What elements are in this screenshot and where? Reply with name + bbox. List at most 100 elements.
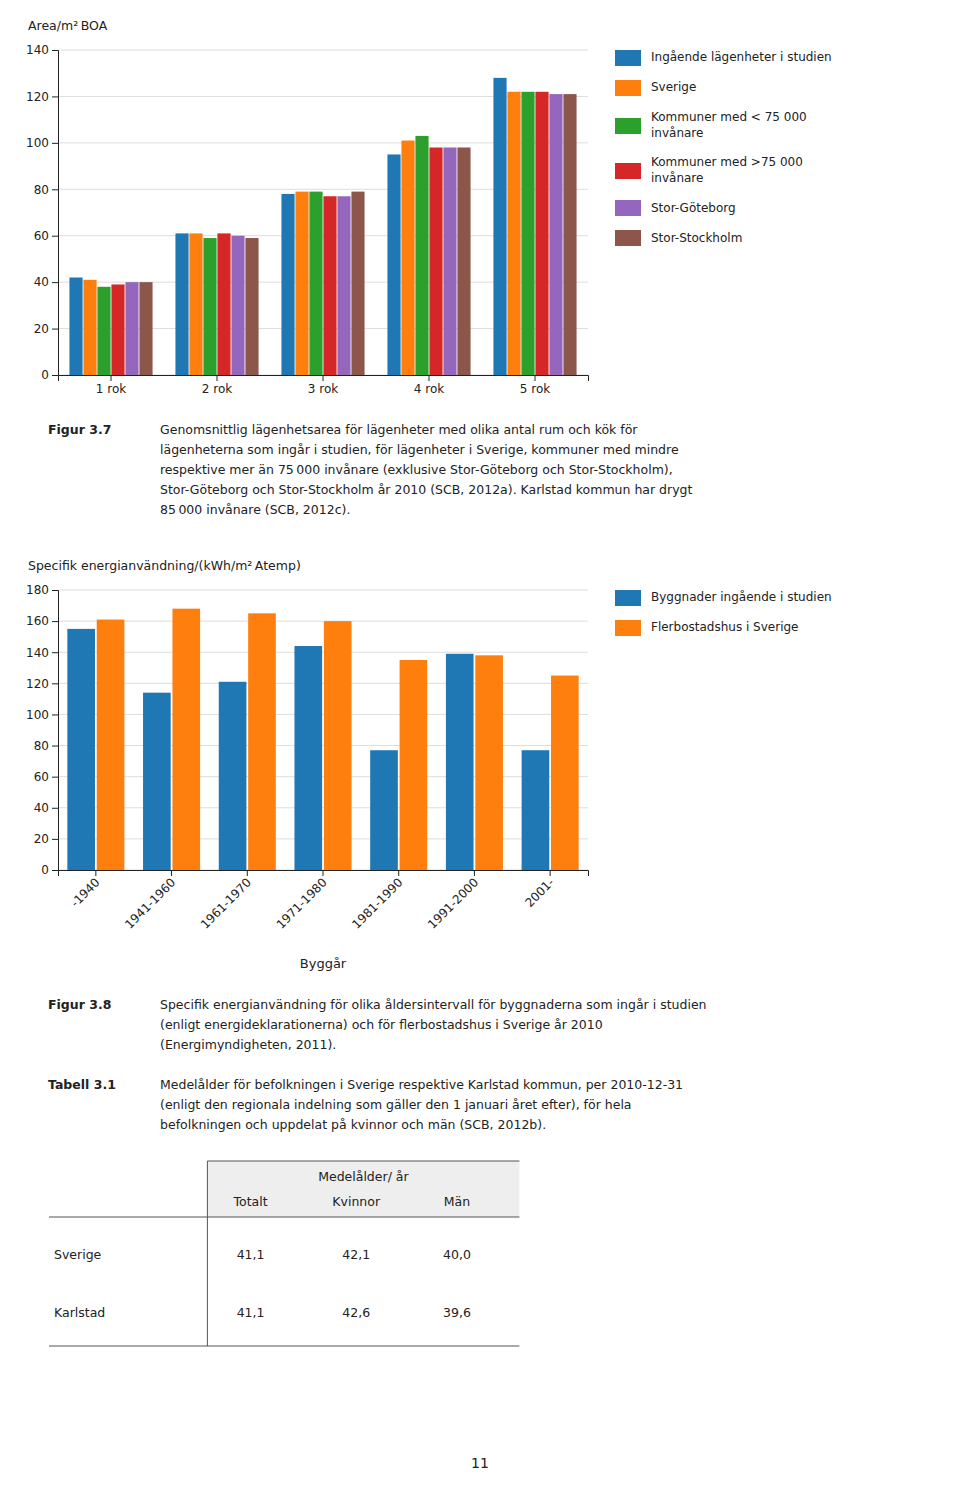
table-header-group: Medelålder/ år — [318, 1169, 409, 1184]
axis-line — [52, 591, 59, 871]
series — [139, 94, 576, 375]
tick-mark — [398, 870, 399, 876]
bar — [446, 654, 474, 870]
grid-line — [58, 652, 588, 653]
tick-mark — [52, 683, 58, 684]
y-tick: 120 — [26, 677, 58, 691]
tick-mark — [52, 143, 58, 144]
tick-label: 4 rok — [414, 382, 444, 396]
x-tick: -1940 — [68, 870, 103, 910]
caption-label: Figur 3.8 — [48, 995, 111, 1015]
x-tick: 2001- — [522, 870, 557, 910]
grid-line — [58, 714, 588, 715]
legend-item: Sverige — [615, 80, 945, 96]
tick-label: 40 — [34, 801, 49, 815]
legend-label: Stor-Göteborg — [651, 201, 736, 217]
tick-mark — [429, 375, 430, 381]
bars — [69, 78, 576, 375]
bar — [67, 629, 95, 870]
grid — [58, 50, 588, 375]
caption-label: Tabell 3.1 — [48, 1075, 116, 1095]
y-tick: 20 — [34, 322, 58, 336]
x-tick: 1 rok — [96, 375, 126, 396]
table-rule — [207, 1161, 519, 1162]
tick-label: 100 — [26, 708, 49, 722]
table-rule — [49, 1217, 519, 1218]
bar — [219, 682, 247, 870]
bar — [443, 148, 456, 376]
legend-label: Flerbostadshus i Sverige — [651, 620, 799, 636]
table-row-label: Sverige — [54, 1247, 102, 1262]
x-tick: 2 rok — [202, 375, 232, 396]
y-tick: 140 — [26, 43, 58, 57]
legend-swatch — [615, 50, 641, 66]
x-tick: 3 rok — [308, 375, 338, 396]
tick-label: 120 — [26, 677, 49, 691]
table-cell: 41,1 — [237, 1247, 265, 1262]
tick-label: 1981-1990 — [349, 875, 405, 931]
bar — [139, 282, 152, 375]
tick-label: 0 — [41, 863, 49, 877]
grid-line — [58, 590, 588, 591]
tick-label: 140 — [26, 646, 49, 660]
x-tick: 1961-1970 — [198, 870, 254, 932]
tick-label: 2 rok — [202, 382, 232, 396]
x-axis: -1940 1941-1960 1961-1970 1971-1980 1981-199… — [59, 870, 589, 932]
caption-label: Figur 3.7 — [48, 420, 111, 440]
axis-line — [52, 51, 59, 376]
table-rule — [207, 1161, 208, 1346]
tick-mark — [52, 839, 58, 840]
y-axis: 020406080100120140160180 — [26, 583, 58, 877]
y-tick: 100 — [26, 708, 58, 722]
y-tick: 140 — [26, 646, 58, 660]
table-column-header: Kvinnor — [332, 1194, 381, 1209]
series — [125, 94, 562, 375]
tick-label: 60 — [34, 229, 49, 243]
bar — [309, 192, 322, 375]
tick-mark — [52, 375, 58, 376]
bar — [189, 233, 202, 375]
legend-item: Flerbostadshus i Sverige — [615, 620, 945, 636]
table-column-header: Totalt — [233, 1194, 268, 1209]
legend-item: Kommuner med >75 000 invånare — [615, 155, 945, 186]
bar — [248, 613, 276, 870]
bar — [323, 196, 336, 375]
legend-item: Stor-Stockholm — [615, 230, 945, 246]
bar — [143, 693, 171, 870]
page-number: 11 — [0, 1455, 960, 1471]
caption-text: Specifik energianvändning för olika ålde… — [160, 995, 707, 1055]
caption-text: Genomsnittlig lägenhetsarea för lägenhet… — [160, 420, 692, 520]
table-cell: 41,1 — [237, 1305, 265, 1320]
tick-label: 100 — [26, 136, 49, 150]
bar — [97, 287, 110, 375]
legend-swatch — [615, 590, 641, 606]
bar — [337, 196, 350, 375]
y-tick: 120 — [26, 90, 58, 104]
tick-label: 1 rok — [96, 382, 126, 396]
tick-mark — [323, 870, 324, 876]
grid-line — [58, 807, 588, 808]
series — [83, 92, 520, 375]
x-tick: 5 rok — [520, 375, 550, 396]
bar — [245, 238, 258, 375]
tick-mark — [52, 808, 58, 809]
grid-line — [58, 776, 588, 777]
tick-mark — [52, 652, 58, 653]
tick-label: 3 rok — [308, 382, 338, 396]
tick-mark — [323, 375, 324, 381]
tick-label: 80 — [34, 183, 49, 197]
table-row-label: Karlstad — [54, 1305, 105, 1320]
tick-label: 1941-1960 — [122, 875, 178, 931]
tick-label: 20 — [34, 832, 49, 846]
bar — [217, 233, 230, 375]
tick-label: 1971-1980 — [274, 875, 330, 931]
x-tick: 1991-2000 — [425, 870, 481, 932]
legend-swatch — [615, 200, 641, 216]
y-tick: 0 — [41, 368, 58, 382]
bar — [549, 94, 562, 375]
bar — [351, 192, 364, 375]
bar — [231, 236, 244, 375]
tick-mark — [52, 50, 58, 51]
bar — [203, 238, 216, 375]
tick-mark — [52, 777, 58, 778]
